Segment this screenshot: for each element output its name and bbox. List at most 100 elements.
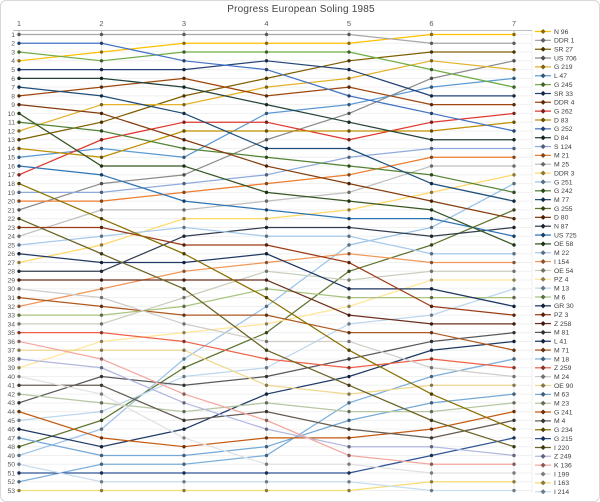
legend-marker-icon bbox=[540, 152, 546, 158]
series-marker bbox=[429, 418, 434, 423]
series-marker bbox=[429, 155, 434, 159]
legend-marker-icon bbox=[540, 179, 546, 185]
series-marker bbox=[264, 41, 269, 45]
legend-marker-icon bbox=[540, 214, 546, 220]
series-marker bbox=[17, 59, 21, 63]
series-marker bbox=[99, 357, 104, 361]
series-marker bbox=[512, 480, 516, 484]
y-axis-label: 21 bbox=[7, 207, 15, 214]
series-marker bbox=[182, 287, 186, 291]
legend-label: M 63 bbox=[554, 392, 569, 399]
series-marker bbox=[182, 480, 186, 484]
series-marker bbox=[429, 409, 434, 414]
legend-label: OE 58 bbox=[554, 241, 573, 248]
legend-label: D 84 bbox=[554, 135, 569, 142]
series-marker bbox=[17, 409, 21, 414]
series-marker bbox=[429, 304, 434, 309]
legend-marker-icon bbox=[540, 64, 546, 70]
y-axis-label: 18 bbox=[7, 181, 15, 188]
series-marker bbox=[347, 111, 351, 116]
series-marker bbox=[99, 50, 104, 54]
y-axis-label: 25 bbox=[7, 242, 15, 249]
y-axis-label: 33 bbox=[7, 313, 15, 320]
series-marker bbox=[512, 313, 516, 317]
y-axis-label: 7 bbox=[11, 85, 15, 92]
series-marker bbox=[182, 488, 186, 493]
series-marker bbox=[182, 164, 186, 168]
legend-label: OE 54 bbox=[554, 268, 573, 275]
legend-label: N 96 bbox=[554, 29, 569, 36]
series-marker bbox=[429, 322, 434, 326]
series-marker bbox=[512, 374, 516, 379]
series-marker bbox=[17, 427, 21, 431]
series-marker bbox=[347, 462, 351, 466]
legend-marker-icon bbox=[540, 374, 546, 380]
legend-marker-icon bbox=[540, 55, 546, 61]
series-marker bbox=[264, 190, 269, 195]
legend-label: M 13 bbox=[554, 285, 569, 292]
legend-marker-icon bbox=[540, 241, 546, 247]
y-axis-label: 2 bbox=[11, 41, 15, 48]
series-marker bbox=[99, 102, 104, 107]
series-marker bbox=[99, 339, 104, 344]
series-marker bbox=[99, 32, 104, 37]
series-marker bbox=[512, 216, 516, 221]
y-axis-label: 32 bbox=[7, 304, 15, 311]
series-marker bbox=[182, 59, 186, 63]
series-marker bbox=[264, 67, 269, 72]
y-axis-label: 28 bbox=[7, 269, 15, 276]
series-marker bbox=[99, 401, 104, 405]
series-marker bbox=[99, 392, 104, 396]
series-marker bbox=[429, 67, 434, 72]
legend-marker-icon bbox=[540, 144, 546, 150]
series-marker bbox=[17, 32, 21, 37]
series-marker bbox=[264, 295, 269, 300]
series-marker bbox=[264, 173, 269, 177]
y-axis-label: 48 bbox=[7, 444, 15, 451]
series-marker bbox=[347, 409, 351, 414]
y-axis-label: 37 bbox=[7, 348, 15, 355]
series-marker bbox=[429, 111, 434, 116]
series-marker bbox=[429, 181, 434, 186]
series-marker bbox=[264, 181, 269, 186]
series-marker bbox=[347, 59, 351, 63]
series-marker bbox=[182, 234, 186, 238]
series-marker bbox=[347, 330, 351, 335]
series-marker bbox=[429, 427, 434, 431]
legend-marker-icon bbox=[540, 117, 546, 123]
series-marker bbox=[182, 252, 186, 256]
series-marker bbox=[182, 295, 186, 300]
series-marker bbox=[512, 173, 516, 177]
series-marker bbox=[17, 269, 21, 273]
series-marker bbox=[512, 190, 516, 195]
series-marker bbox=[264, 164, 269, 168]
series-marker bbox=[17, 339, 21, 344]
series-marker bbox=[347, 102, 351, 107]
series-marker bbox=[17, 392, 21, 396]
series-marker bbox=[264, 480, 269, 484]
series-marker bbox=[17, 111, 21, 116]
series-marker bbox=[347, 173, 351, 177]
legend-marker-icon bbox=[540, 321, 546, 327]
series-marker bbox=[264, 155, 269, 159]
series-marker bbox=[182, 138, 186, 142]
series-marker bbox=[17, 313, 21, 317]
series-marker bbox=[429, 401, 434, 405]
series-marker bbox=[17, 366, 21, 370]
series-marker bbox=[429, 462, 434, 466]
series-marker bbox=[99, 85, 104, 89]
series-marker bbox=[182, 339, 186, 344]
series-marker bbox=[99, 269, 104, 273]
series-marker bbox=[99, 225, 104, 230]
series-marker bbox=[429, 76, 434, 81]
series-marker bbox=[17, 330, 21, 335]
series-marker bbox=[99, 409, 104, 414]
legend-marker-icon bbox=[540, 391, 546, 397]
series-marker bbox=[99, 208, 104, 212]
series-marker bbox=[512, 339, 516, 344]
series-marker bbox=[429, 59, 434, 63]
series-marker bbox=[512, 181, 516, 186]
series-marker bbox=[347, 295, 351, 300]
series-marker bbox=[99, 94, 104, 98]
legend-marker-icon bbox=[540, 285, 546, 291]
